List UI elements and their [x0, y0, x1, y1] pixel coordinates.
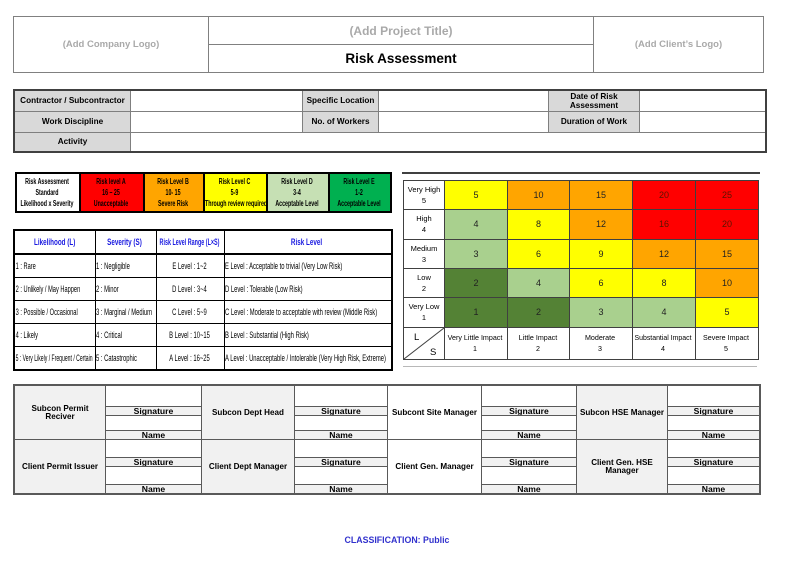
svg-text:L: L: [414, 332, 419, 343]
svg-text:S: S: [430, 347, 436, 358]
